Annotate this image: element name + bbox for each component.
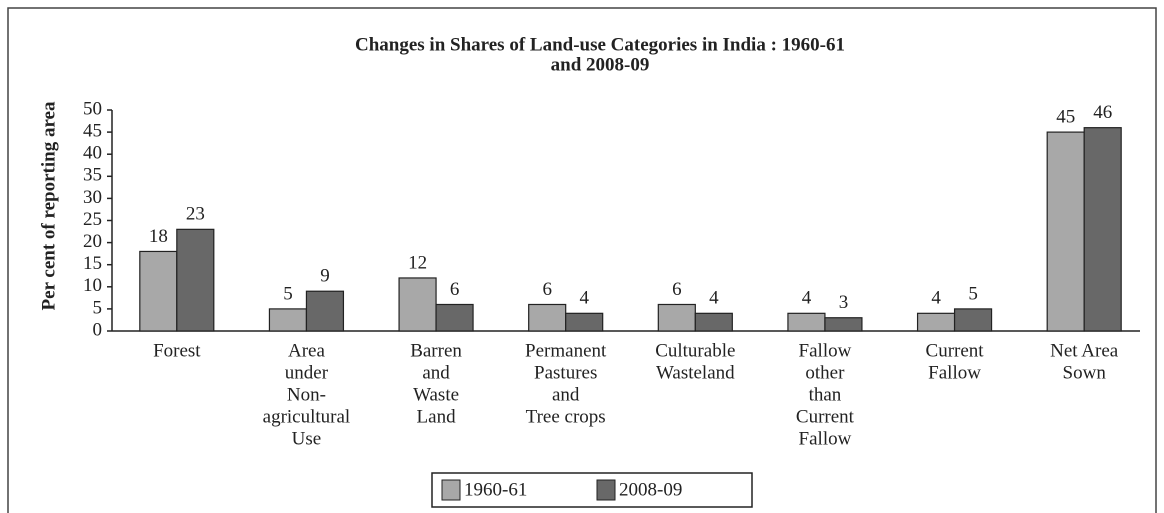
x-tick-label: Non-	[287, 384, 326, 405]
y-tick-label: 30	[83, 187, 102, 208]
x-tick-label: Net Area	[1050, 340, 1119, 361]
y-tick-label: 25	[83, 209, 102, 230]
data-label: 4	[931, 288, 941, 309]
data-label: 12	[408, 252, 427, 273]
chart-title: and 2008-09	[551, 54, 650, 75]
x-tick-label: agricultural	[263, 406, 351, 427]
bar	[916, 312, 956, 332]
y-tick-label: 15	[83, 253, 102, 274]
data-label: 45	[1056, 106, 1075, 127]
x-tick-label: Land	[417, 406, 457, 427]
x-tick-label: Permanent	[525, 340, 607, 361]
x-tick-label: Current	[796, 406, 855, 427]
y-tick-label: 35	[83, 165, 102, 186]
x-tick-label: than	[809, 384, 842, 405]
x-tick-label: Fallow	[799, 428, 852, 449]
data-label: 4	[709, 288, 719, 309]
legend-box	[431, 472, 753, 508]
bar	[435, 303, 474, 332]
data-label: 6	[450, 279, 460, 300]
bar	[305, 290, 345, 332]
y-tick-label: 0	[93, 319, 103, 340]
y-tick-label: 20	[83, 231, 102, 252]
y-tick-label: 50	[83, 98, 102, 119]
legend-swatch	[441, 479, 461, 501]
x-tick-label: and	[422, 362, 450, 383]
bar	[1046, 131, 1085, 332]
x-tick-label: Forest	[153, 340, 201, 361]
data-label: 6	[542, 279, 552, 300]
x-tick-label: Area	[288, 340, 325, 361]
data-label: 5	[968, 283, 978, 304]
y-axis-label: Per cent of reporting area	[38, 101, 59, 310]
y-tick-label: 10	[83, 275, 102, 296]
bar	[694, 312, 733, 332]
x-tick-label: Culturable	[655, 340, 735, 361]
data-label: 4	[802, 288, 812, 309]
chart-title: Changes in Shares of Land-use Categories…	[355, 34, 845, 55]
x-tick-label: under	[285, 362, 329, 383]
x-tick-label: other	[805, 362, 845, 383]
frame	[7, 7, 1157, 513]
data-label: 9	[320, 266, 330, 287]
bar	[176, 228, 215, 332]
data-label: 3	[839, 292, 849, 313]
data-label: 46	[1093, 102, 1112, 123]
x-tick-label: Sown	[1063, 362, 1107, 383]
legend-swatch	[596, 479, 616, 501]
y-tick-label: 5	[93, 297, 103, 318]
legend-label: 1960-61	[464, 479, 527, 500]
y-tick-label: 40	[83, 143, 102, 164]
data-label: 6	[672, 279, 682, 300]
bar	[528, 303, 567, 332]
bar	[824, 317, 863, 332]
bar	[787, 312, 826, 332]
x-tick-label: and	[552, 384, 580, 405]
bar	[657, 303, 696, 332]
data-label: 18	[149, 226, 168, 247]
x-tick-label: Fallow	[799, 340, 852, 361]
data-label: 23	[186, 204, 205, 225]
bar	[565, 312, 604, 332]
x-tick-label: Barren	[410, 340, 462, 361]
bar	[398, 277, 437, 332]
bar	[139, 250, 178, 332]
data-label: 5	[283, 283, 293, 304]
x-tick-label: Waste	[413, 384, 459, 405]
x-tick-label: Tree crops	[526, 406, 606, 427]
data-label: 4	[579, 288, 589, 309]
bar	[268, 308, 308, 332]
x-tick-label: Use	[292, 428, 322, 449]
x-tick-label: Wasteland	[656, 362, 735, 383]
x-tick-label: Fallow	[928, 362, 981, 383]
legend-label: 2008-09	[619, 479, 682, 500]
x-tick-label: Current	[926, 340, 985, 361]
bar	[1083, 127, 1122, 332]
bar	[953, 308, 993, 332]
y-tick-label: 45	[83, 120, 102, 141]
x-tick-label: Pastures	[534, 362, 597, 383]
